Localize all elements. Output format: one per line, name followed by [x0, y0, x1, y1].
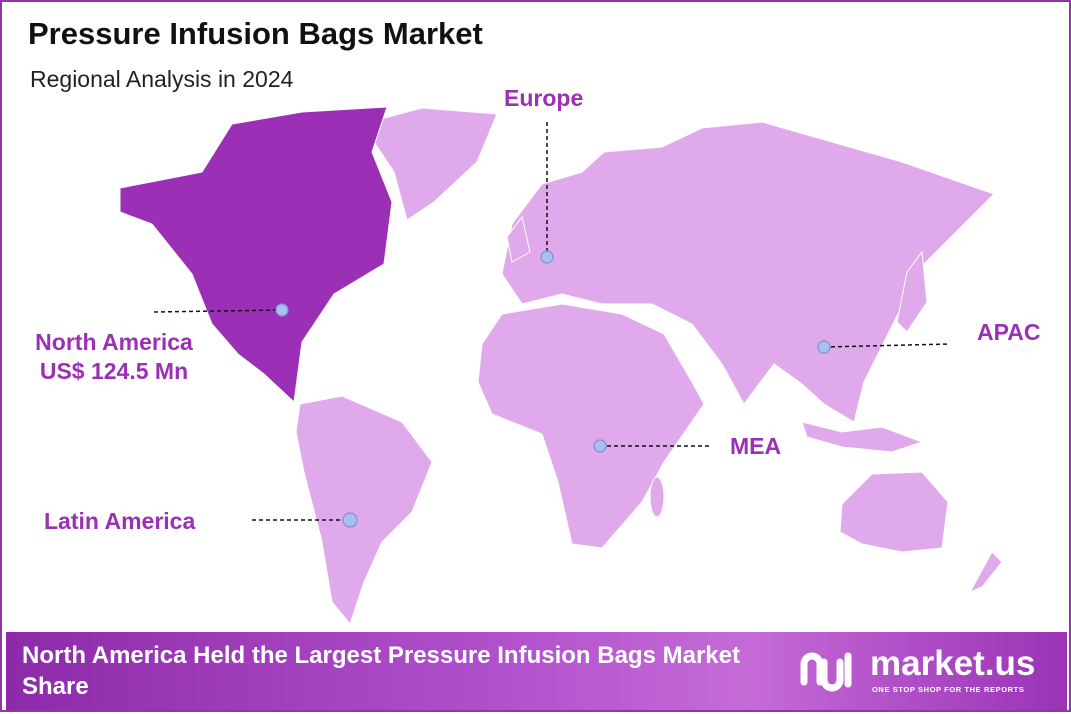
marker	[540, 250, 554, 264]
marker	[593, 439, 607, 453]
japan	[896, 250, 928, 333]
region-label: Europe	[504, 85, 584, 111]
uk	[506, 215, 531, 263]
title: Pressure Infusion Bags Market	[28, 16, 483, 51]
north-america	[119, 106, 393, 404]
marker	[342, 512, 358, 528]
region-label: Latin America	[44, 508, 196, 534]
tagline: ONE STOP SHOP FOR THE REPORTS	[872, 685, 1025, 694]
marker	[817, 340, 831, 354]
leader-line	[153, 309, 283, 313]
footer-banner: North America Held the Largest Pressure …	[6, 632, 1067, 710]
indonesia	[801, 421, 924, 453]
logo-icon	[800, 652, 852, 692]
new-zealand	[968, 551, 1003, 594]
subtitle: Regional Analysis in 2024	[30, 66, 294, 92]
region-label: North America US$ 124.5 Mn	[16, 328, 212, 386]
footer-text: North America Held the Largest Pressure …	[22, 642, 740, 700]
logo: market.us	[870, 644, 1036, 683]
africa	[477, 303, 705, 549]
australia	[839, 471, 949, 553]
region-name: North America	[35, 329, 193, 355]
greenland	[361, 107, 498, 221]
leader-line	[823, 343, 951, 348]
marker	[275, 303, 289, 317]
madagascar	[649, 476, 665, 518]
south-america	[295, 395, 433, 626]
region-value: US$ 124.5 Mn	[39, 358, 189, 384]
region-label: MEA	[730, 433, 782, 459]
region-label: APAC	[977, 319, 1041, 345]
eurasia	[501, 121, 995, 423]
